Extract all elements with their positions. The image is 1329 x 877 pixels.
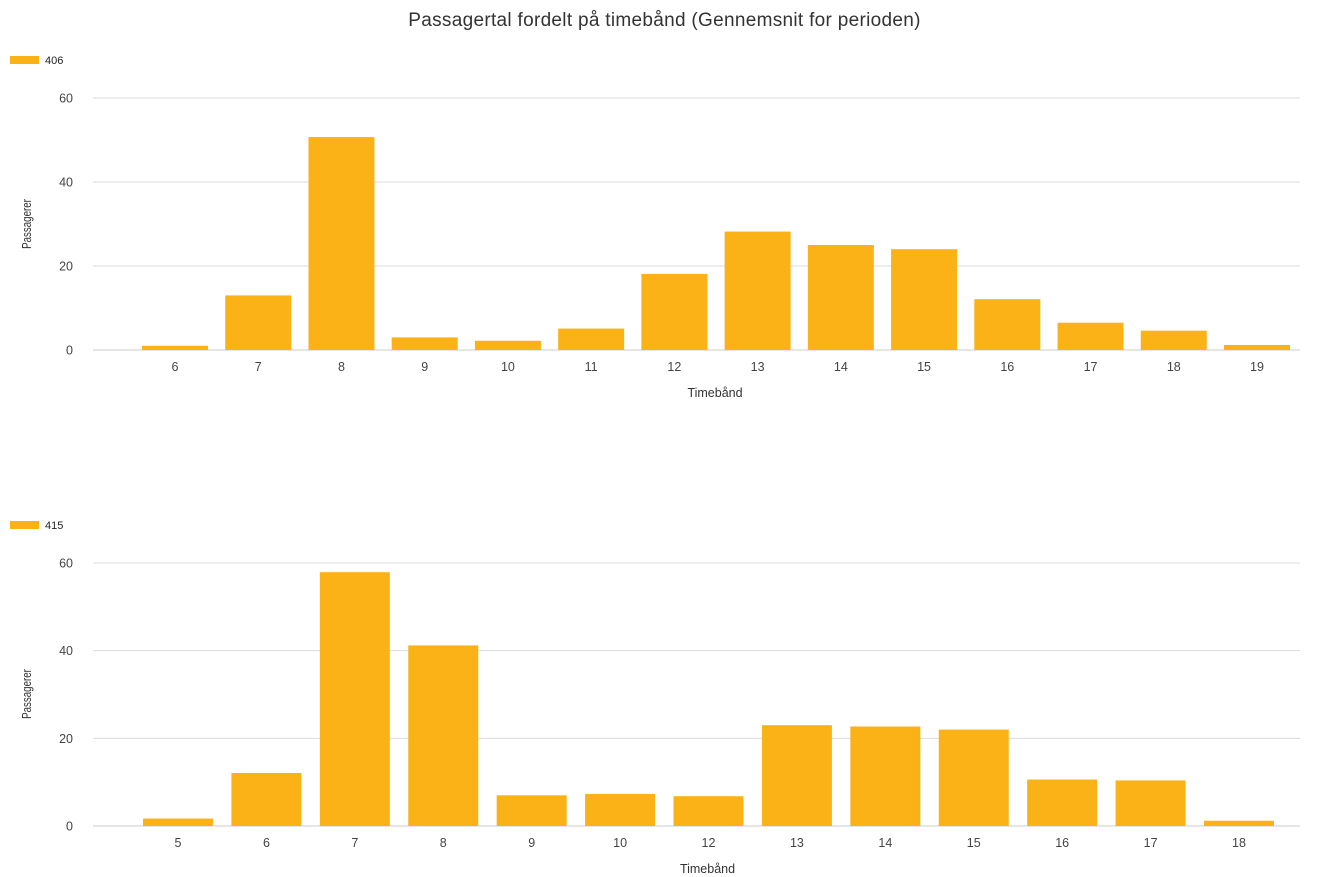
legend-label: 406 bbox=[45, 55, 63, 67]
x-tick-label: 15 bbox=[967, 836, 981, 850]
legend-swatch bbox=[10, 521, 39, 529]
bar bbox=[585, 794, 656, 826]
y-tick-label: 20 bbox=[59, 732, 73, 746]
bar bbox=[1057, 322, 1124, 350]
x-tick-label: 8 bbox=[440, 836, 447, 850]
x-tick-label: 10 bbox=[613, 836, 627, 850]
x-tick-label: 16 bbox=[1000, 360, 1014, 374]
x-tick-label: 12 bbox=[667, 360, 681, 374]
x-tick-label: 18 bbox=[1232, 836, 1246, 850]
x-tick-label: 8 bbox=[338, 360, 345, 374]
x-tick-label: 16 bbox=[1055, 836, 1069, 850]
x-tick-label: 17 bbox=[1084, 360, 1098, 374]
x-axis-title: Timebånd bbox=[687, 386, 742, 400]
x-tick-label: 14 bbox=[834, 360, 848, 374]
legend-swatch bbox=[10, 56, 39, 64]
x-tick-label: 12 bbox=[702, 836, 716, 850]
bar bbox=[143, 818, 213, 826]
x-tick-label: 9 bbox=[421, 360, 428, 374]
x-tick-label: 6 bbox=[172, 360, 179, 374]
y-tick-label: 60 bbox=[59, 557, 73, 571]
bar bbox=[308, 137, 375, 350]
x-tick-label: 11 bbox=[585, 360, 598, 374]
x-tick-label: 5 bbox=[175, 836, 182, 850]
y-tick-label: 40 bbox=[59, 176, 73, 190]
x-tick-label: 18 bbox=[1167, 360, 1181, 374]
x-tick-label: 10 bbox=[501, 360, 515, 374]
page-title: Passagertal fordelt på timebånd (Gennems… bbox=[408, 10, 921, 31]
y-axis-title: Passagerer bbox=[21, 669, 34, 719]
x-tick-label: 9 bbox=[528, 836, 535, 850]
bar bbox=[1140, 330, 1207, 350]
y-tick-label: 0 bbox=[66, 344, 73, 358]
y-tick-label: 0 bbox=[66, 820, 73, 834]
bar bbox=[891, 249, 958, 350]
legend-label: 415 bbox=[45, 520, 63, 532]
bar bbox=[496, 795, 567, 826]
x-axis-title: Timebånd bbox=[680, 862, 735, 876]
bar bbox=[225, 295, 292, 350]
bar bbox=[673, 796, 744, 826]
y-tick-label: 20 bbox=[59, 260, 73, 274]
bar bbox=[1115, 780, 1186, 826]
x-tick-label: 19 bbox=[1250, 360, 1264, 374]
bar bbox=[474, 340, 541, 350]
x-tick-label: 6 bbox=[263, 836, 270, 850]
bar bbox=[724, 231, 791, 350]
bar bbox=[974, 299, 1041, 350]
bar bbox=[558, 328, 625, 350]
x-tick-label: 17 bbox=[1144, 836, 1158, 850]
x-tick-label: 14 bbox=[878, 836, 892, 850]
bar bbox=[1027, 779, 1098, 826]
x-tick-label: 7 bbox=[255, 360, 262, 374]
bar bbox=[408, 645, 479, 826]
x-tick-label: 13 bbox=[751, 360, 765, 374]
bar bbox=[641, 273, 708, 350]
bar bbox=[938, 729, 1009, 826]
x-tick-label: 13 bbox=[790, 836, 804, 850]
bar bbox=[1204, 820, 1274, 826]
y-axis-title: Passagerer bbox=[21, 199, 34, 249]
bar bbox=[807, 245, 874, 350]
bar bbox=[761, 725, 832, 826]
bar bbox=[1224, 344, 1290, 350]
bar bbox=[319, 572, 390, 826]
x-tick-label: 7 bbox=[351, 836, 358, 850]
x-tick-label: 15 bbox=[917, 360, 931, 374]
y-tick-label: 40 bbox=[59, 644, 73, 658]
bar bbox=[142, 345, 208, 350]
bar bbox=[231, 772, 302, 826]
y-tick-label: 60 bbox=[59, 92, 73, 106]
bar bbox=[850, 726, 921, 826]
bar bbox=[391, 337, 458, 350]
